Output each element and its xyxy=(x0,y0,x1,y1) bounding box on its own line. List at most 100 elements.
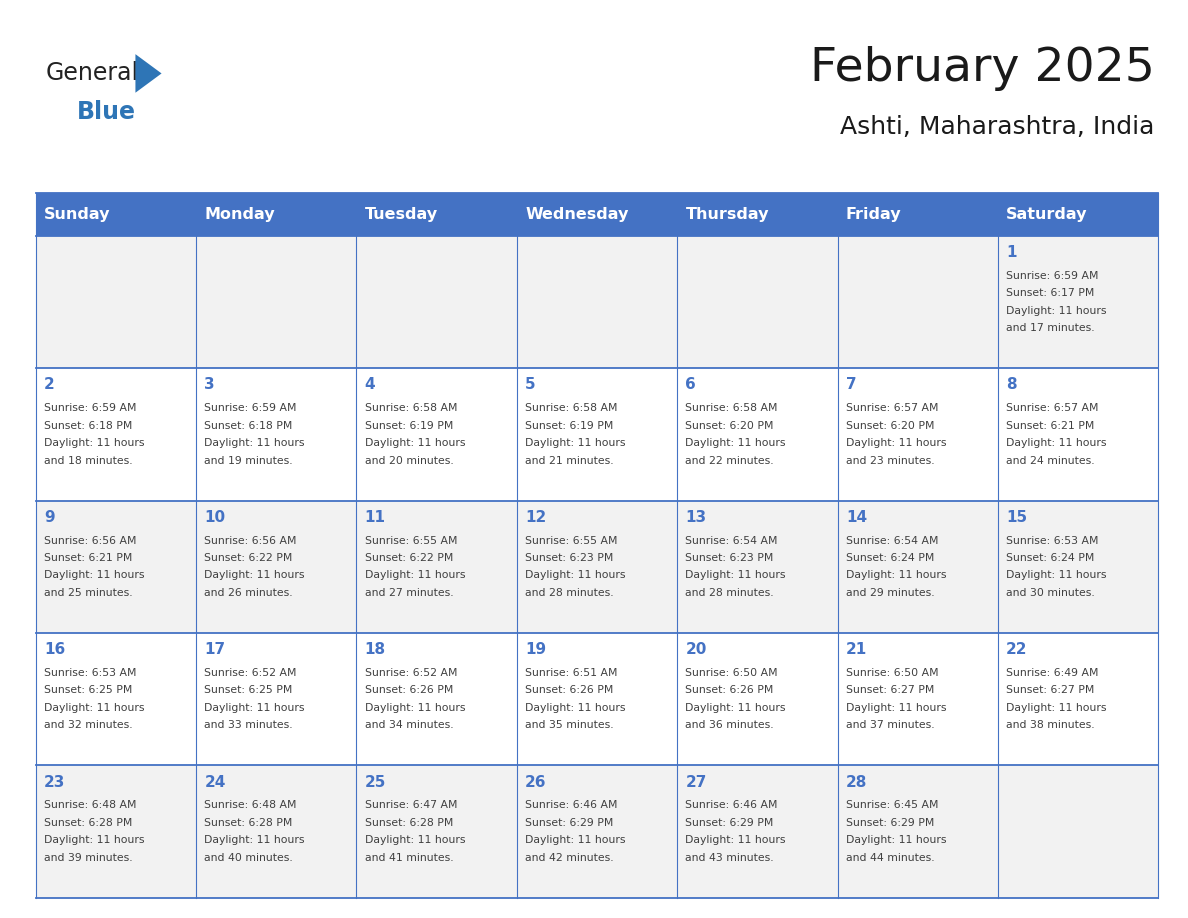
Text: Sunset: 6:24 PM: Sunset: 6:24 PM xyxy=(1006,553,1094,563)
Text: Sunrise: 6:51 AM: Sunrise: 6:51 AM xyxy=(525,668,618,677)
Text: and 25 minutes.: and 25 minutes. xyxy=(44,588,133,598)
Text: and 20 minutes.: and 20 minutes. xyxy=(365,455,454,465)
Bar xyxy=(36,633,1158,766)
Text: and 32 minutes.: and 32 minutes. xyxy=(44,721,133,730)
Text: Sunset: 6:25 PM: Sunset: 6:25 PM xyxy=(44,686,132,695)
Text: and 33 minutes.: and 33 minutes. xyxy=(204,721,293,730)
Text: and 30 minutes.: and 30 minutes. xyxy=(1006,588,1095,598)
Text: Tuesday: Tuesday xyxy=(365,207,438,222)
Text: Sunrise: 6:54 AM: Sunrise: 6:54 AM xyxy=(685,535,778,545)
Text: Daylight: 11 hours: Daylight: 11 hours xyxy=(685,835,786,845)
Bar xyxy=(36,500,1158,633)
Text: 21: 21 xyxy=(846,643,867,657)
Text: and 34 minutes.: and 34 minutes. xyxy=(365,721,454,730)
Text: Sunset: 6:22 PM: Sunset: 6:22 PM xyxy=(365,553,453,563)
Text: Sunrise: 6:59 AM: Sunrise: 6:59 AM xyxy=(204,403,297,413)
Text: and 23 minutes.: and 23 minutes. xyxy=(846,455,935,465)
Text: Sunrise: 6:57 AM: Sunrise: 6:57 AM xyxy=(846,403,939,413)
Text: General: General xyxy=(45,62,138,85)
Text: 3: 3 xyxy=(204,377,215,393)
Text: Sunrise: 6:55 AM: Sunrise: 6:55 AM xyxy=(525,535,618,545)
Text: 6: 6 xyxy=(685,377,696,393)
Text: Sunset: 6:29 PM: Sunset: 6:29 PM xyxy=(846,818,934,828)
Text: Sunset: 6:21 PM: Sunset: 6:21 PM xyxy=(44,553,132,563)
Text: and 17 minutes.: and 17 minutes. xyxy=(1006,323,1095,333)
Text: Daylight: 11 hours: Daylight: 11 hours xyxy=(365,570,466,580)
Text: and 28 minutes.: and 28 minutes. xyxy=(525,588,614,598)
Text: Daylight: 11 hours: Daylight: 11 hours xyxy=(1006,438,1107,448)
Text: 27: 27 xyxy=(685,775,707,789)
Text: 10: 10 xyxy=(204,509,226,525)
Text: Daylight: 11 hours: Daylight: 11 hours xyxy=(525,835,626,845)
Text: and 27 minutes.: and 27 minutes. xyxy=(365,588,454,598)
Text: Sunset: 6:29 PM: Sunset: 6:29 PM xyxy=(685,818,773,828)
Text: Sunset: 6:26 PM: Sunset: 6:26 PM xyxy=(685,686,773,695)
Text: Daylight: 11 hours: Daylight: 11 hours xyxy=(685,703,786,712)
Text: Sunrise: 6:45 AM: Sunrise: 6:45 AM xyxy=(846,800,939,811)
Text: Sunset: 6:28 PM: Sunset: 6:28 PM xyxy=(365,818,453,828)
Text: Daylight: 11 hours: Daylight: 11 hours xyxy=(1006,306,1107,316)
Text: Sunrise: 6:47 AM: Sunrise: 6:47 AM xyxy=(365,800,457,811)
Text: 12: 12 xyxy=(525,509,546,525)
Text: Sunset: 6:24 PM: Sunset: 6:24 PM xyxy=(846,553,934,563)
Text: 18: 18 xyxy=(365,643,386,657)
Text: and 43 minutes.: and 43 minutes. xyxy=(685,853,775,863)
Text: Daylight: 11 hours: Daylight: 11 hours xyxy=(525,570,626,580)
Text: Daylight: 11 hours: Daylight: 11 hours xyxy=(204,835,305,845)
Text: Sunrise: 6:59 AM: Sunrise: 6:59 AM xyxy=(1006,271,1099,281)
Bar xyxy=(36,236,1158,368)
Text: 17: 17 xyxy=(204,643,226,657)
Text: 23: 23 xyxy=(44,775,65,789)
Text: Daylight: 11 hours: Daylight: 11 hours xyxy=(525,703,626,712)
Text: Sunrise: 6:50 AM: Sunrise: 6:50 AM xyxy=(846,668,939,677)
Text: Friday: Friday xyxy=(846,207,902,222)
Text: Daylight: 11 hours: Daylight: 11 hours xyxy=(204,703,305,712)
Bar xyxy=(36,766,1158,898)
Text: 22: 22 xyxy=(1006,643,1028,657)
Text: Daylight: 11 hours: Daylight: 11 hours xyxy=(44,835,145,845)
Text: 15: 15 xyxy=(1006,509,1028,525)
Text: Sunset: 6:17 PM: Sunset: 6:17 PM xyxy=(1006,288,1094,298)
Text: 24: 24 xyxy=(204,775,226,789)
Text: and 19 minutes.: and 19 minutes. xyxy=(204,455,293,465)
Text: and 36 minutes.: and 36 minutes. xyxy=(685,721,775,730)
Bar xyxy=(36,368,1158,500)
Text: and 26 minutes.: and 26 minutes. xyxy=(204,588,293,598)
Text: 28: 28 xyxy=(846,775,867,789)
Text: Sunset: 6:23 PM: Sunset: 6:23 PM xyxy=(685,553,773,563)
Text: 5: 5 xyxy=(525,377,536,393)
Text: 7: 7 xyxy=(846,377,857,393)
Text: Daylight: 11 hours: Daylight: 11 hours xyxy=(685,438,786,448)
Text: and 35 minutes.: and 35 minutes. xyxy=(525,721,614,730)
Text: and 28 minutes.: and 28 minutes. xyxy=(685,588,775,598)
Text: Sunset: 6:29 PM: Sunset: 6:29 PM xyxy=(525,818,613,828)
Text: Daylight: 11 hours: Daylight: 11 hours xyxy=(1006,570,1107,580)
Text: Daylight: 11 hours: Daylight: 11 hours xyxy=(1006,703,1107,712)
Text: and 24 minutes.: and 24 minutes. xyxy=(1006,455,1095,465)
Text: 8: 8 xyxy=(1006,377,1017,393)
Text: Daylight: 11 hours: Daylight: 11 hours xyxy=(846,570,947,580)
Text: Sunday: Sunday xyxy=(44,207,110,222)
Text: Sunset: 6:19 PM: Sunset: 6:19 PM xyxy=(525,420,613,431)
Text: Sunrise: 6:53 AM: Sunrise: 6:53 AM xyxy=(44,668,137,677)
Text: and 18 minutes.: and 18 minutes. xyxy=(44,455,133,465)
Text: Sunrise: 6:49 AM: Sunrise: 6:49 AM xyxy=(1006,668,1099,677)
Text: Sunrise: 6:48 AM: Sunrise: 6:48 AM xyxy=(44,800,137,811)
Text: and 38 minutes.: and 38 minutes. xyxy=(1006,721,1095,730)
Text: Wednesday: Wednesday xyxy=(525,207,628,222)
Text: Sunrise: 6:59 AM: Sunrise: 6:59 AM xyxy=(44,403,137,413)
Text: Daylight: 11 hours: Daylight: 11 hours xyxy=(44,570,145,580)
Text: Daylight: 11 hours: Daylight: 11 hours xyxy=(365,438,466,448)
Text: and 22 minutes.: and 22 minutes. xyxy=(685,455,775,465)
Text: 1: 1 xyxy=(1006,245,1017,260)
Text: Sunset: 6:18 PM: Sunset: 6:18 PM xyxy=(44,420,132,431)
Text: Thursday: Thursday xyxy=(685,207,769,222)
Text: Daylight: 11 hours: Daylight: 11 hours xyxy=(846,703,947,712)
Text: 19: 19 xyxy=(525,643,546,657)
Text: 20: 20 xyxy=(685,643,707,657)
Text: Sunrise: 6:58 AM: Sunrise: 6:58 AM xyxy=(365,403,457,413)
Text: 16: 16 xyxy=(44,643,65,657)
Text: Sunrise: 6:52 AM: Sunrise: 6:52 AM xyxy=(365,668,457,677)
Text: Sunrise: 6:48 AM: Sunrise: 6:48 AM xyxy=(204,800,297,811)
Text: Daylight: 11 hours: Daylight: 11 hours xyxy=(525,438,626,448)
